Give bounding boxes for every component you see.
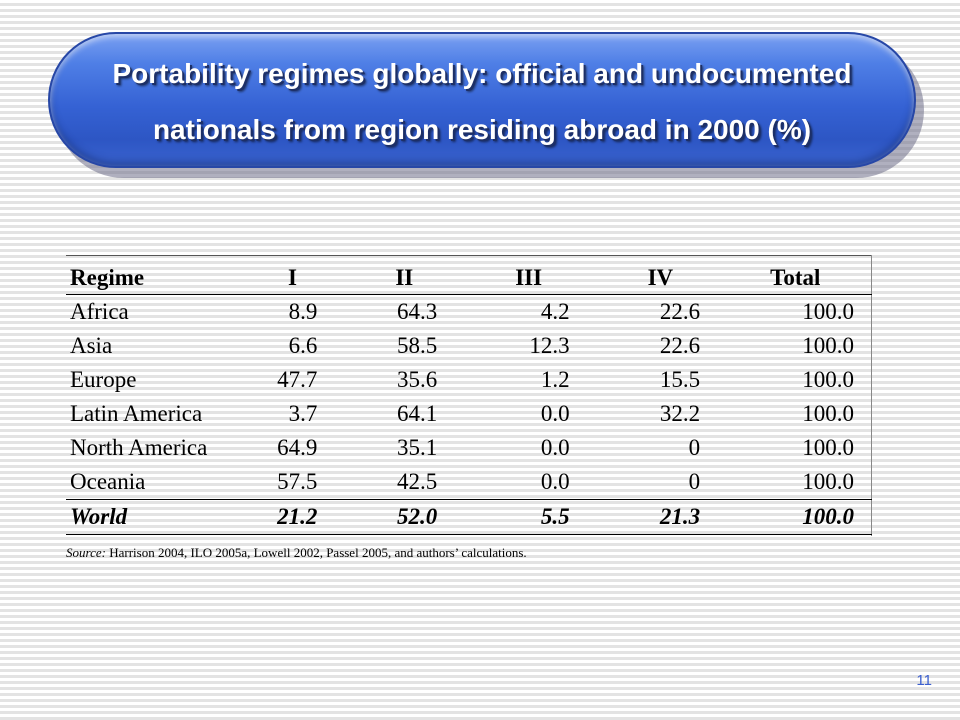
cell-iii: 0.0 [455,465,587,500]
cell-iii: 0.0 [455,397,587,431]
cell-i: 47.7 [228,363,335,397]
row-region: North America [66,431,228,465]
cell-ii: 64.1 [335,397,455,431]
cell-iv: 21.3 [588,500,719,535]
cell-total: 100.0 [718,329,872,363]
table-frame-top [66,255,872,256]
cell-total: 100.0 [718,500,872,535]
cell-ii: 52.0 [335,500,455,535]
table-row: Latin America 3.7 64.1 0.0 32.2 100.0 [66,397,872,431]
cell-total: 100.0 [718,363,872,397]
slide-title-line-2: nationals from region residing abroad in… [60,102,904,158]
row-region: Africa [66,295,228,330]
cell-ii: 64.3 [335,295,455,330]
cell-ii: 35.6 [335,363,455,397]
header-total: Total [718,262,872,295]
cell-ii: 58.5 [335,329,455,363]
row-region: Asia [66,329,228,363]
cell-iii: 1.2 [455,363,587,397]
cell-i: 21.2 [228,500,335,535]
cell-iii: 12.3 [455,329,587,363]
source-label: Source: [66,545,106,560]
cell-i: 3.7 [228,397,335,431]
cell-iii: 4.2 [455,295,587,330]
header-iii: III [455,262,587,295]
cell-total: 100.0 [718,397,872,431]
cell-i: 57.5 [228,465,335,500]
table-row-world-total: World 21.2 52.0 5.5 21.3 100.0 [66,500,872,535]
cell-i: 8.9 [228,295,335,330]
row-region: Europe [66,363,228,397]
table-row: Oceania 57.5 42.5 0.0 0 100.0 [66,465,872,500]
cell-i: 64.9 [228,431,335,465]
row-region: Oceania [66,465,228,500]
header-regime: Regime [66,262,228,295]
cell-ii: 35.1 [335,431,455,465]
page-number: 11 [916,672,932,689]
cell-iv: 15.5 [588,363,719,397]
cell-total: 100.0 [718,465,872,500]
table-row: Europe 47.7 35.6 1.2 15.5 100.0 [66,363,872,397]
table-row: Asia 6.6 58.5 12.3 22.6 100.0 [66,329,872,363]
cell-iv: 0 [588,465,719,500]
slide-title: Portability regimes globally: official a… [60,46,904,158]
row-region: World [66,500,228,535]
table-row: Africa 8.9 64.3 4.2 22.6 100.0 [66,295,872,330]
cell-iv: 0 [588,431,719,465]
cell-i: 6.6 [228,329,335,363]
cell-ii: 42.5 [335,465,455,500]
row-region: Latin America [66,397,228,431]
table-header-row: Regime I II III IV Total [66,262,872,295]
source-text: Harrison 2004, ILO 2005a, Lowell 2002, P… [106,545,527,560]
slide-title-line-1: Portability regimes globally: official a… [60,46,904,102]
cell-iv: 22.6 [588,295,719,330]
cell-iv: 32.2 [588,397,719,431]
cell-iii: 0.0 [455,431,587,465]
table-row: North America 64.9 35.1 0.0 0 100.0 [66,431,872,465]
header-iv: IV [588,262,719,295]
cell-iii: 5.5 [455,500,587,535]
cell-total: 100.0 [718,295,872,330]
cell-total: 100.0 [718,431,872,465]
portability-table: Regime I II III IV Total Africa 8.9 64.3… [66,262,872,535]
cell-iv: 22.6 [588,329,719,363]
header-ii: II [335,262,455,295]
source-note: Source: Harrison 2004, ILO 2005a, Lowell… [66,545,527,561]
header-i: I [228,262,335,295]
